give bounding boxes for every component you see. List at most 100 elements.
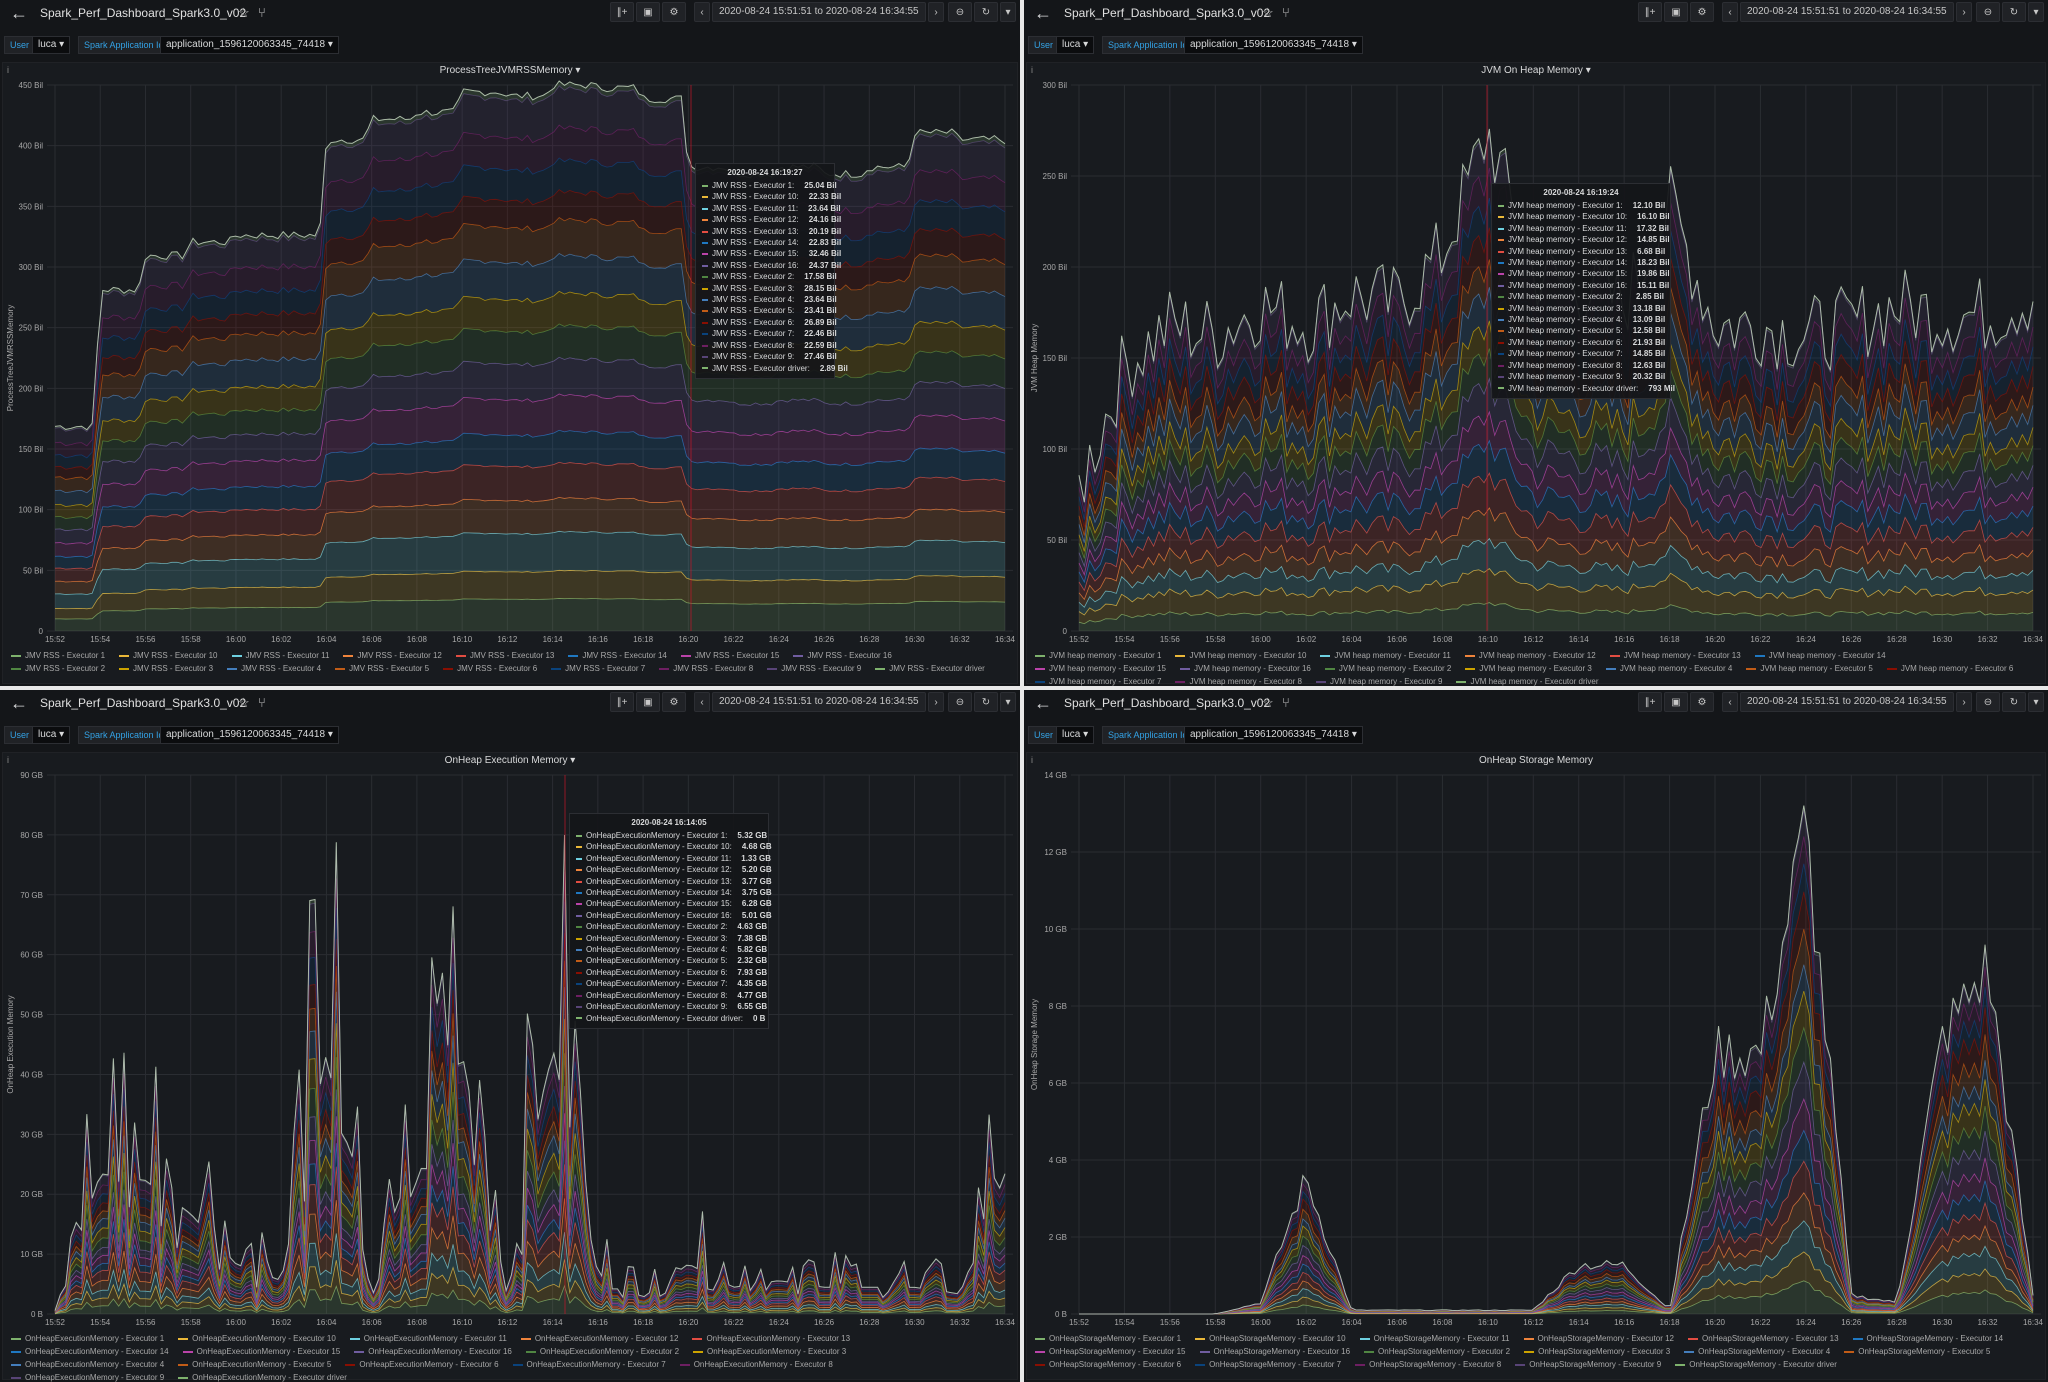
- star-icon[interactable]: ☆: [1262, 5, 1274, 20]
- back-arrow-icon[interactable]: ←: [1034, 3, 1052, 23]
- legend-item[interactable]: JMV RSS - Executor 3: [119, 662, 213, 675]
- time-range-picker[interactable]: 2020-08-24 15:51:51 to 2020-08-24 16:34:…: [712, 2, 926, 22]
- legend-item[interactable]: OnHeapExecutionMemory - Executor 16: [354, 1345, 512, 1358]
- settings-gear-icon[interactable]: ⚙: [1690, 2, 1714, 22]
- panel-title[interactable]: JVM On Heap Memory ▾: [1027, 65, 2045, 76]
- legend-item[interactable]: OnHeapStorageMemory - Executor 2: [1364, 1345, 1510, 1358]
- legend-item[interactable]: OnHeapExecutionMemory - Executor 14: [11, 1345, 169, 1358]
- back-arrow-icon[interactable]: ←: [10, 3, 28, 23]
- share-icon[interactable]: ⑂: [258, 695, 266, 710]
- time-back-icon[interactable]: ‹: [1722, 692, 1738, 712]
- legend-item[interactable]: OnHeapExecutionMemory - Executor 3: [693, 1345, 846, 1358]
- legend-item[interactable]: OnHeapStorageMemory - Executor 9: [1515, 1358, 1661, 1371]
- zoom-out-icon[interactable]: ⊖: [1976, 2, 2000, 22]
- back-arrow-icon[interactable]: ←: [10, 693, 28, 713]
- legend-item[interactable]: JMV RSS - Executor 14: [568, 649, 667, 662]
- refresh-interval-dropdown[interactable]: ▾: [2028, 2, 2044, 22]
- legend-item[interactable]: OnHeapStorageMemory - Executor 11: [1359, 1332, 1510, 1345]
- legend-item[interactable]: JVM heap memory - Executor 1: [1035, 649, 1161, 662]
- panel-title[interactable]: OnHeap Storage Memory: [1027, 755, 2045, 766]
- legend-item[interactable]: JMV RSS - Executor 2: [11, 662, 105, 675]
- legend-item[interactable]: JVM heap memory - Executor 10: [1175, 649, 1306, 662]
- legend-item[interactable]: JMV RSS - Executor 7: [551, 662, 645, 675]
- legend-item[interactable]: OnHeapStorageMemory - Executor 8: [1355, 1358, 1501, 1371]
- legend-item[interactable]: OnHeapStorageMemory - Executor 6: [1035, 1358, 1181, 1371]
- time-forward-icon[interactable]: ›: [928, 2, 944, 22]
- legend-item[interactable]: OnHeapStorageMemory - Executor 4: [1684, 1345, 1830, 1358]
- dashboard-title[interactable]: Spark_Perf_Dashboard_Spark3.0_v02: [40, 6, 247, 20]
- legend-item[interactable]: OnHeapExecutionMemory - Executor 11: [349, 1332, 507, 1345]
- legend-item[interactable]: OnHeapStorageMemory - Executor 15: [1035, 1345, 1186, 1358]
- refresh-icon[interactable]: ↻: [974, 692, 998, 712]
- legend-item[interactable]: JMV RSS - Executor 10: [119, 649, 218, 662]
- star-icon[interactable]: ☆: [238, 5, 250, 20]
- panel-title[interactable]: ProcessTreeJVMRSSMemory ▾: [3, 65, 1017, 76]
- refresh-icon[interactable]: ↻: [2002, 692, 2026, 712]
- legend-item[interactable]: JVM heap memory - Executor 2: [1324, 662, 1451, 675]
- refresh-icon[interactable]: ↻: [2002, 2, 2026, 22]
- legend-item[interactable]: JVM heap memory - Executor 4: [1605, 662, 1732, 675]
- refresh-interval-dropdown[interactable]: ▾: [2028, 692, 2044, 712]
- legend-item[interactable]: OnHeapStorageMemory - Executor 1: [1035, 1332, 1181, 1345]
- legend-item[interactable]: JMV RSS - Executor 16: [793, 649, 892, 662]
- legend-item[interactable]: JMV RSS - Executor 12: [343, 649, 442, 662]
- time-forward-icon[interactable]: ›: [1956, 2, 1972, 22]
- legend-item[interactable]: JMV RSS - Executor 5: [335, 662, 429, 675]
- refresh-icon[interactable]: ↻: [974, 2, 998, 22]
- legend-item[interactable]: JVM heap memory - Executor driver: [1456, 675, 1599, 686]
- legend-item[interactable]: JMV RSS - Executor driver: [875, 662, 985, 675]
- variable-select-app-id[interactable]: application_1596120063345_74418 ▾: [160, 726, 339, 744]
- dashboard-title[interactable]: Spark_Perf_Dashboard_Spark3.0_v02: [1064, 696, 1271, 710]
- share-icon[interactable]: ⑂: [1282, 695, 1290, 710]
- add-panel-icon[interactable]: ∥+: [1638, 692, 1662, 712]
- legend-item[interactable]: OnHeapExecutionMemory - Executor 15: [182, 1345, 340, 1358]
- settings-gear-icon[interactable]: ⚙: [662, 692, 686, 712]
- refresh-interval-dropdown[interactable]: ▾: [1000, 2, 1016, 22]
- legend-item[interactable]: JMV RSS - Executor 1: [11, 649, 105, 662]
- save-icon[interactable]: ▣: [1664, 2, 1688, 22]
- variable-select-app-id[interactable]: application_1596120063345_74418 ▾: [1184, 726, 1363, 744]
- legend-item[interactable]: OnHeapStorageMemory - Executor 13: [1688, 1332, 1839, 1345]
- legend-item[interactable]: JVM heap memory - Executor 7: [1035, 675, 1161, 686]
- legend-item[interactable]: JVM heap memory - Executor 15: [1035, 662, 1166, 675]
- legend-item[interactable]: JMV RSS - Executor 8: [659, 662, 753, 675]
- star-icon[interactable]: ☆: [238, 695, 250, 710]
- back-arrow-icon[interactable]: ←: [1034, 693, 1052, 713]
- legend-item[interactable]: JVM heap memory - Executor 5: [1746, 662, 1873, 675]
- legend-item[interactable]: JVM heap memory - Executor 13: [1609, 649, 1741, 662]
- legend-item[interactable]: JVM heap memory - Executor 11: [1320, 649, 1451, 662]
- time-back-icon[interactable]: ‹: [694, 692, 710, 712]
- dashboard-title[interactable]: Spark_Perf_Dashboard_Spark3.0_v02: [1064, 6, 1271, 20]
- legend-item[interactable]: JMV RSS - Executor 11: [231, 649, 329, 662]
- time-forward-icon[interactable]: ›: [1956, 692, 1972, 712]
- panel-info-icon[interactable]: i: [7, 65, 9, 75]
- legend-item[interactable]: OnHeapExecutionMemory - Executor 12: [520, 1332, 678, 1345]
- share-icon[interactable]: ⑂: [1282, 5, 1290, 20]
- legend-item[interactable]: OnHeapExecutionMemory - Executor 4: [11, 1358, 164, 1371]
- time-forward-icon[interactable]: ›: [928, 692, 944, 712]
- variable-select-user[interactable]: luca ▾: [32, 36, 71, 54]
- legend-item[interactable]: JVM heap memory - Executor 16: [1179, 662, 1311, 675]
- legend-item[interactable]: OnHeapStorageMemory - Executor 7: [1195, 1358, 1341, 1371]
- legend-item[interactable]: OnHeapExecutionMemory - Executor driver: [178, 1371, 347, 1382]
- legend-item[interactable]: OnHeapExecutionMemory - Executor 10: [178, 1332, 336, 1345]
- time-range-picker[interactable]: 2020-08-24 15:51:51 to 2020-08-24 16:34:…: [1740, 692, 1954, 712]
- legend-item[interactable]: JMV RSS - Executor 9: [767, 662, 861, 675]
- time-back-icon[interactable]: ‹: [694, 2, 710, 22]
- time-range-picker[interactable]: 2020-08-24 15:51:51 to 2020-08-24 16:34:…: [1740, 2, 1954, 22]
- zoom-out-icon[interactable]: ⊖: [1976, 692, 2000, 712]
- legend-item[interactable]: JVM heap memory - Executor 3: [1465, 662, 1592, 675]
- add-panel-icon[interactable]: ∥+: [610, 692, 634, 712]
- settings-gear-icon[interactable]: ⚙: [662, 2, 686, 22]
- variable-select-user[interactable]: luca ▾: [1056, 36, 1095, 54]
- save-icon[interactable]: ▣: [636, 692, 660, 712]
- zoom-out-icon[interactable]: ⊖: [948, 2, 972, 22]
- graph-panel[interactable]: i OnHeap Storage Memory 0 B 2 GB 4 GB 6 GB 8 G…: [1026, 752, 2046, 1380]
- legend-item[interactable]: OnHeapStorageMemory - Executor 5: [1844, 1345, 1990, 1358]
- variable-select-app-id[interactable]: application_1596120063345_74418 ▾: [1184, 36, 1363, 54]
- share-icon[interactable]: ⑂: [258, 5, 266, 20]
- settings-gear-icon[interactable]: ⚙: [1690, 692, 1714, 712]
- legend-item[interactable]: OnHeapStorageMemory - Executor driver: [1675, 1358, 1837, 1371]
- panel-info-icon[interactable]: i: [7, 755, 9, 765]
- legend-item[interactable]: OnHeapExecutionMemory - Executor 8: [679, 1358, 833, 1371]
